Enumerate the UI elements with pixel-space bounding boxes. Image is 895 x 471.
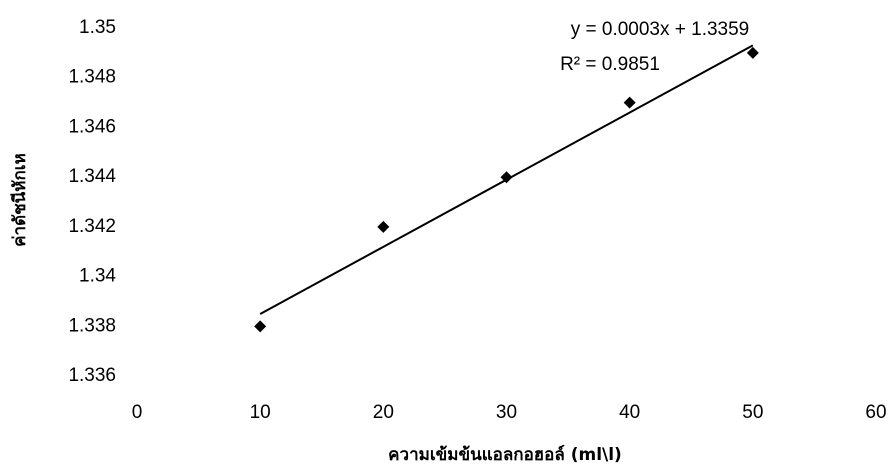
x-tick-label: 50 [742,402,763,423]
data-point [500,171,513,184]
y-tick-label: 1.346 [68,116,116,137]
x-tick-label: 10 [250,402,271,423]
y-axis-title: ค่าดัชนีหักเห [9,153,30,247]
y-tick-label: 1.344 [68,166,116,187]
data-point [623,96,636,109]
data-point [254,320,267,333]
x-tick-label: 60 [865,402,886,423]
data-point [377,220,390,233]
x-tick-label: 30 [496,402,517,423]
y-tick-label: 1.35 [79,17,116,38]
x-axis-title: ความเข้มข้นแอลกอฮอล์ (ml\l) [388,444,622,465]
x-tick-label: 0 [132,402,143,423]
trendline-equation: y = 0.0003x + 1.3359 [571,19,750,40]
y-tick-label: 1.348 [68,67,116,88]
y-tick-label: 1.336 [68,365,116,386]
y-tick-label: 1.338 [68,315,116,336]
y-tick-label: 1.34 [79,266,116,287]
x-tick-label: 40 [619,402,640,423]
x-tick-label: 20 [373,402,394,423]
r-squared: R² = 0.9851 [560,54,660,75]
y-tick-label: 1.342 [68,216,116,237]
data-point [746,46,759,59]
